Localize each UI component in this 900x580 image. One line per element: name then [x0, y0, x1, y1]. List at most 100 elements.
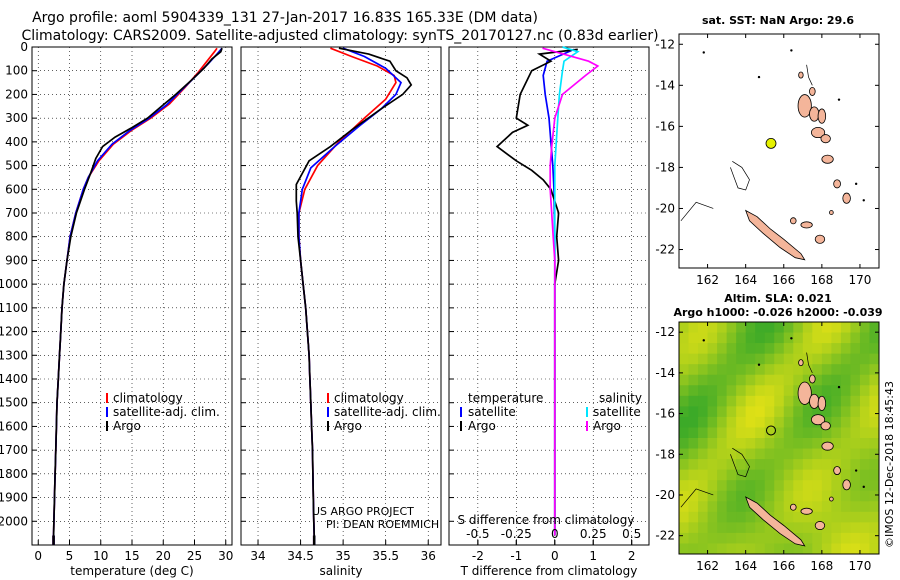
- s-tick-label: -0.25: [501, 527, 532, 541]
- sla-cell: [726, 543, 737, 554]
- sla-cell: [859, 385, 871, 397]
- series-t-argo: [495, 48, 578, 536]
- sla-cell: [859, 374, 871, 386]
- sla-cell: [717, 469, 728, 481]
- sla-cell: [679, 343, 690, 355]
- sla-cell: [764, 459, 775, 471]
- sla-cell: [840, 353, 852, 365]
- map-background: [679, 34, 879, 268]
- sla-cell: [821, 459, 832, 471]
- sla-cell: [859, 395, 871, 407]
- sla-cell: [850, 385, 861, 397]
- sla-cell: [736, 332, 747, 344]
- legend-label: satellite-adj. clim.: [334, 405, 441, 419]
- difference-panel: -2 -1 0 1 2T difference from climatology -0.5…: [448, 46, 650, 578]
- sla-cell: [726, 490, 737, 502]
- sla-cell: [869, 406, 879, 418]
- sla-cell: [850, 427, 861, 439]
- land-island: [800, 221, 813, 229]
- sla-cell: [736, 374, 747, 386]
- y-tick-label: 1800: [0, 467, 28, 481]
- sla-cell: [821, 480, 832, 492]
- sla-cell: [764, 543, 775, 554]
- sla-cell: [840, 427, 852, 439]
- land-island: [810, 126, 826, 139]
- sla-cell: [688, 480, 699, 492]
- sla-cell: [802, 543, 813, 554]
- sla-cell: [850, 448, 861, 460]
- map-y-tick-label: -22: [655, 243, 675, 257]
- map-x-tick-label: 170: [848, 273, 871, 287]
- sla-cell: [764, 490, 775, 502]
- sla-cell: [859, 480, 871, 492]
- sla-cell: [688, 469, 699, 481]
- y-tick-label: 300: [5, 111, 28, 125]
- sla-cell: [726, 448, 737, 460]
- sla-cell: [774, 490, 785, 502]
- sla-cell: [793, 364, 804, 376]
- sla-cell: [755, 532, 766, 545]
- sla-cell: [764, 522, 775, 534]
- land-island: [810, 414, 826, 426]
- y-tick-label: 1400: [0, 372, 28, 386]
- sla-cell: [831, 480, 842, 492]
- y-tick-label: 400: [5, 135, 28, 149]
- map-y-tick-label: -18: [655, 160, 675, 174]
- sla-cell: [698, 353, 709, 365]
- sla-cell: [840, 469, 852, 481]
- sla-cell: [679, 448, 690, 460]
- sla-cell: [869, 332, 879, 344]
- map-x-tick-label: 168: [810, 559, 833, 573]
- sla-cell: [755, 343, 766, 355]
- sla-cell: [869, 343, 879, 355]
- sla-cell: [745, 395, 756, 407]
- sla-cell: [717, 532, 728, 545]
- sla-cell: [764, 385, 775, 397]
- sla-cell: [679, 543, 690, 554]
- x-tick-label: 25: [187, 549, 202, 563]
- sla-cell: [850, 501, 861, 513]
- sla-cell: [821, 469, 832, 481]
- sla-cell: [850, 532, 861, 545]
- sla-cell: [869, 385, 879, 397]
- sla-cell: [840, 511, 852, 523]
- land-island: [790, 217, 797, 225]
- sla-cell: [726, 332, 737, 344]
- sla-cell: [707, 395, 718, 407]
- sla-cell: [840, 395, 852, 407]
- map-y-tick-label: -16: [655, 119, 675, 133]
- sla-cell: [688, 532, 699, 545]
- sla-cell: [859, 490, 871, 502]
- sla-cell: [755, 416, 766, 429]
- sla-cell: [679, 364, 690, 376]
- y-tick-label: 1700: [0, 443, 28, 457]
- x-axis-label: temperature (deg C): [70, 564, 193, 578]
- reef-outline: [730, 447, 750, 478]
- sla-cell: [850, 364, 861, 376]
- y-tick-label: 1300: [0, 348, 28, 362]
- sla-cell: [840, 490, 852, 502]
- sla-cell: [859, 416, 871, 429]
- sla-cell: [793, 353, 804, 365]
- sla-cell: [707, 332, 718, 344]
- sla-cell: [698, 511, 709, 523]
- sla-cell: [707, 322, 718, 334]
- sla-cell: [831, 522, 842, 534]
- sla-cell: [869, 395, 879, 407]
- sla-cell: [850, 322, 861, 334]
- map-x-tick-label: 164: [734, 559, 757, 573]
- sla-cell: [802, 501, 813, 513]
- sla-cell: [821, 501, 832, 513]
- x-tick-label: 5: [66, 549, 74, 563]
- x-tick-label: 34: [250, 549, 265, 563]
- sla-cell: [726, 343, 737, 355]
- islet: [862, 199, 865, 202]
- sla-cell: [869, 427, 879, 439]
- sla-cell: [726, 353, 737, 365]
- sla-cell: [831, 364, 842, 376]
- sla-cell: [774, 438, 785, 450]
- reef-outline: [730, 161, 750, 191]
- sla-cell: [821, 522, 832, 534]
- sla-cell: [831, 343, 842, 355]
